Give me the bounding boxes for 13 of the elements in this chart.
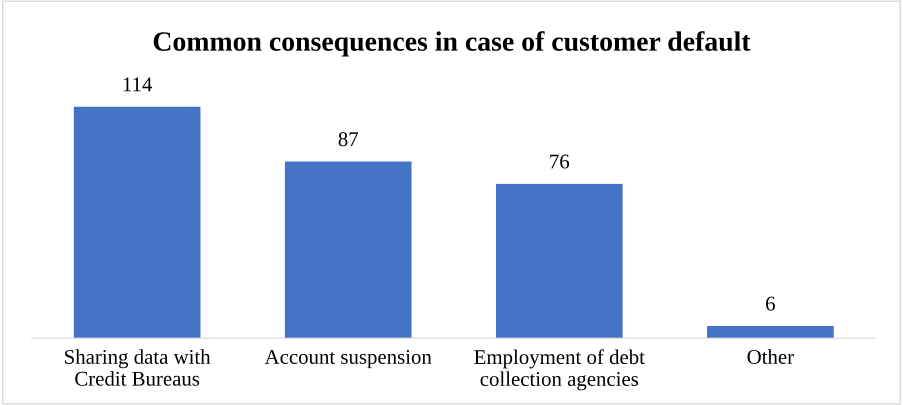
bar [74,106,200,338]
data-label: 76 [550,154,570,169]
data-label: 114 [124,77,152,92]
x-tick-label: Sharing data with Credit Bureaus [65,349,210,386]
bar [496,184,623,338]
bar [707,326,834,338]
chart-title: Common consequences in case of customer default [154,31,750,57]
bar [284,162,412,338]
x-tick-label: Other [748,349,794,364]
data-label: 6 [766,296,775,311]
x-tick-label: Account suspension [264,350,432,368]
data-label: 87 [338,132,358,146]
x-tick-label: Employment of debt collection agencies [474,349,645,390]
